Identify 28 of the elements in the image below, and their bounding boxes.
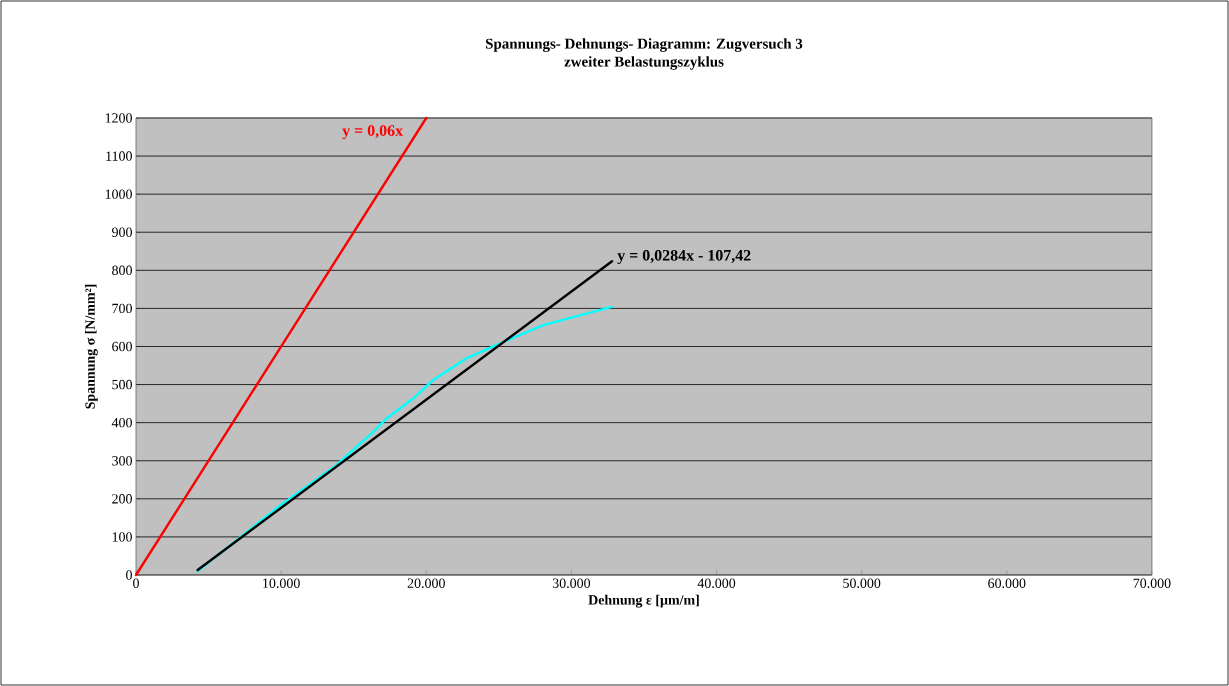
y-tick-label: 1000 bbox=[105, 189, 132, 199]
x-tick-label: 40.000 bbox=[697, 578, 736, 588]
y-tick-label: 200 bbox=[112, 494, 132, 504]
y-tick-label: 900 bbox=[112, 227, 132, 237]
annotation: y = 0,06x bbox=[342, 125, 403, 140]
x-tick-label: 10.000 bbox=[263, 578, 300, 588]
y-tick-label: 100 bbox=[112, 532, 132, 542]
line-series bbox=[196, 305, 613, 573]
annotation: y = 0,0284x - 107,42 bbox=[617, 249, 751, 264]
y-tick-label: 700 bbox=[112, 303, 132, 314]
chart-title: Spannungs- Dehnungs- Diagramm: Zugversuch 3 bbox=[485, 38, 803, 52]
y-tick-label: 600 bbox=[112, 341, 132, 352]
x-tick-label: 60.000 bbox=[988, 578, 1026, 588]
x-tick-label: 30.000 bbox=[552, 578, 591, 588]
x-tick-label: 70.000 bbox=[1133, 578, 1171, 588]
y-tick-label: 800 bbox=[112, 265, 132, 276]
y-tick-label: 400 bbox=[111, 417, 132, 428]
y-tick-label: 0 bbox=[126, 570, 132, 580]
x-tick-label: 0 bbox=[133, 578, 139, 588]
y-tick-label: 500 bbox=[112, 379, 132, 390]
x-tick-label: 20.000 bbox=[407, 578, 445, 588]
chart-subtitle: zweiter Belastungszyklus bbox=[564, 56, 724, 70]
y-tick-label: 1200 bbox=[105, 113, 132, 123]
y-axis-title: Spannung σ [N/mm²] bbox=[84, 284, 98, 409]
y-tick-label: 1100 bbox=[106, 151, 132, 161]
x-tick-label: 50.000 bbox=[843, 578, 881, 588]
y-tick-label: 300 bbox=[112, 456, 132, 466]
x-axis-title: Dehnung ε [µm/m] bbox=[588, 594, 699, 608]
